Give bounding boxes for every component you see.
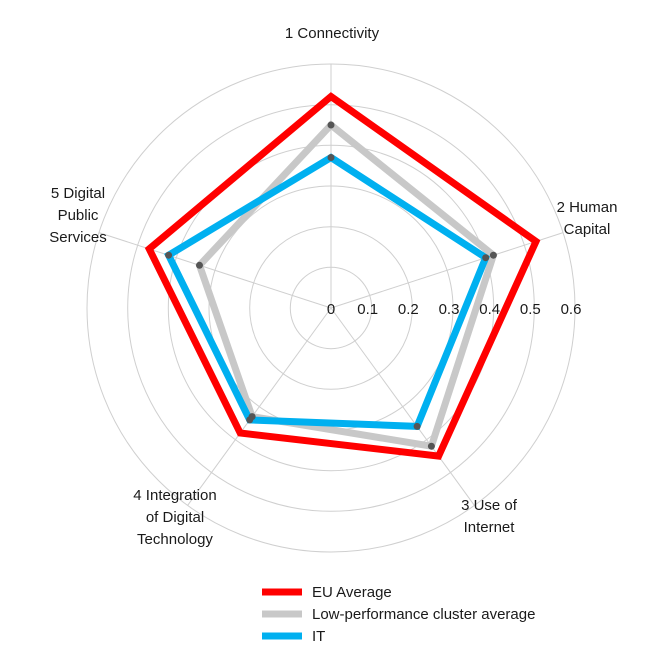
radar-spoke — [98, 232, 332, 309]
radar-spoke — [330, 307, 475, 506]
data-point — [482, 254, 490, 262]
legend-label: Low-performance cluster average — [312, 606, 535, 623]
radar-spoke — [330, 232, 564, 309]
radial-tick-label: 0.6 — [561, 301, 582, 318]
radar-spoke — [187, 307, 332, 506]
radial-tick-label: 0.4 — [479, 301, 500, 318]
legend: EU Average Low-performance cluster averag… — [262, 584, 535, 645]
radial-tick-labels: 0 0.1 0.2 0.3 0.4 0.5 0.6 — [327, 301, 582, 318]
data-point — [196, 261, 203, 269]
category-label: 1 Connectivity — [285, 25, 380, 42]
series-line — [144, 92, 541, 460]
data-point — [427, 442, 435, 450]
data-point — [489, 251, 497, 259]
category-label: 3 Use of Internet — [461, 497, 518, 536]
radial-tick-label: 0.2 — [398, 301, 419, 318]
radar-spokes — [98, 64, 564, 506]
radial-tick-label: 0.3 — [439, 301, 460, 318]
radial-tick-label: 0.5 — [520, 301, 541, 318]
data-point — [327, 154, 335, 161]
series-line — [195, 120, 498, 451]
radial-tick-label: 0 — [327, 301, 335, 318]
legend-label: EU Average — [312, 584, 392, 601]
legend-label: IT — [312, 628, 325, 645]
data-point — [165, 251, 173, 259]
data-point — [327, 121, 335, 129]
data-point — [246, 416, 254, 424]
radial-tick-label: 0.1 — [357, 301, 378, 318]
category-label: 5 Digital Public Services — [49, 185, 107, 246]
category-label: 4 Integration of Digital Technology — [133, 487, 216, 548]
series-line — [164, 153, 491, 430]
category-label: 2 Human Capital — [557, 199, 618, 238]
radar-series — [144, 92, 541, 460]
data-point — [413, 422, 421, 430]
category-axis-labels: 1 Connectivity 2 Human Capital 3 Use of Inte… — [49, 25, 617, 548]
